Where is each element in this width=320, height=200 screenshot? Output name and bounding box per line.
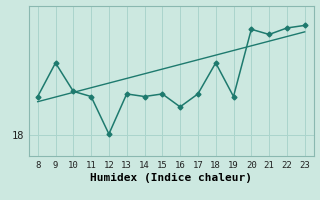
X-axis label: Humidex (Indice chaleur): Humidex (Indice chaleur) bbox=[90, 173, 252, 183]
